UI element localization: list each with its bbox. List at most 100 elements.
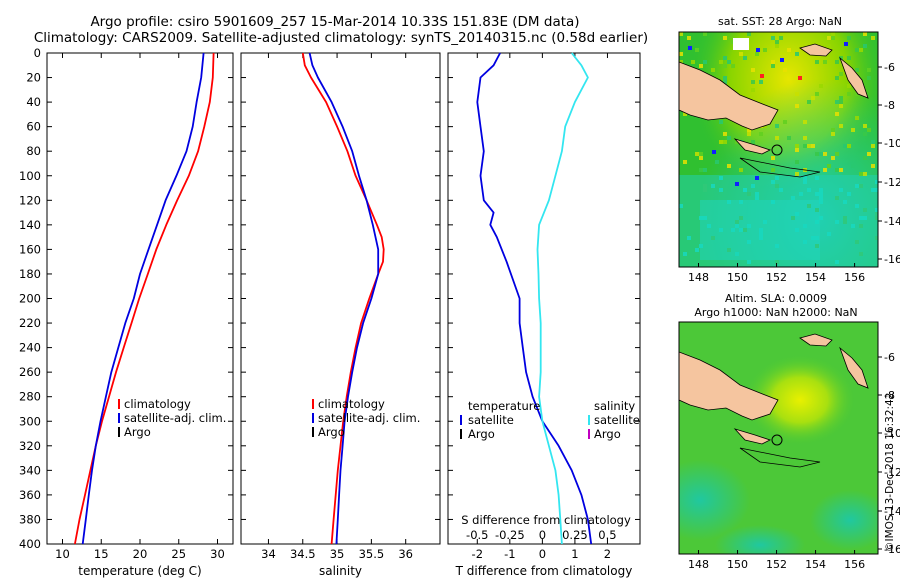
s-difference-label: S difference from climatology [461,513,631,527]
sst-pixel [815,236,819,240]
sst-pixel [819,152,823,156]
reef-outline [739,157,821,178]
sst-pixel [859,184,863,188]
sla-argo-position-marker [771,434,783,446]
sst-pixel [779,36,783,40]
sst-pixel [719,60,723,64]
sst-pixel [831,32,835,36]
map-x-tick-label: 154 [805,271,826,284]
sst-pixel [727,164,731,168]
sst-pixel [759,232,763,236]
sst-pixel [851,128,855,132]
sst-pixel [787,136,791,140]
salinity-series-1 [308,52,380,545]
x-tick-label: 10 [55,547,70,561]
sst-pixel [847,92,851,96]
s-difference-tick-label: -0.25 [495,528,525,542]
sst-pixel [839,188,843,192]
sst-pixel [855,116,859,120]
map-x-tick-label: 148 [688,558,709,571]
sst-pixel [751,184,755,188]
depth-tick-label: 160 [19,242,41,256]
sst-pixel [863,156,867,160]
sla-new-guinea-land [679,351,779,421]
sst-pixel [747,240,751,244]
sst-pixel [739,228,743,232]
sst-pixel [835,196,839,200]
missing-data-patch [733,38,749,50]
depth-tick-label: 320 [19,439,41,453]
map-y-tick-label: -6 [884,61,895,74]
sst-pixel [807,188,811,192]
sst-pixel [827,44,831,48]
map-y-tick-label: -14 [884,505,900,518]
depth-tick-label: 300 [19,414,41,428]
sst-pixel [771,168,775,172]
sst-pixel [811,96,815,100]
legend-label: satellite [468,413,514,427]
sst-pixel [747,192,751,196]
x-tick-label: 35 [330,547,345,561]
x-tick-label: 35.5 [359,547,385,561]
difference-series-0 [476,52,593,545]
sst-pixel [843,144,847,148]
sla-map-axes: 148 150 152 154 156 -6 -8 -10 -12 -14 -16 [688,351,900,571]
sst-anomaly-pixel [760,74,764,78]
sst-pixel [835,220,839,224]
x-tick-label: 0 [539,547,546,561]
sst-anomaly-pixel [755,176,759,180]
sst-pixel [679,204,683,208]
argo-position-marker [771,144,783,156]
sst-pixel [863,132,867,136]
sst-pixel [815,220,819,224]
sst-pixel [727,60,731,64]
sst-anomaly-pixel [844,42,848,46]
sst-pixel [763,220,767,224]
map-x-tick-label: 152 [766,271,787,284]
sst-pixel [855,204,859,208]
x-tick-label: 25 [171,547,186,561]
sst-pixel [819,216,823,220]
sst-pixel [839,104,843,108]
depth-tick-label: 120 [19,193,41,207]
x-tick-label: 36 [398,547,413,561]
sst-pixel [871,144,875,148]
sst-pixel [843,220,847,224]
sst-pixel [719,176,723,180]
s-difference-tick-label: 0.5 [598,528,616,542]
sst-pixel [855,92,859,96]
s-difference-tick-label: -0.5 [466,528,488,542]
sst-pixel [771,36,775,40]
sst-pixel [867,128,871,132]
sst-pixel [799,192,803,196]
s-difference-tick-label: 0 [539,528,546,542]
sst-pixel [719,120,723,124]
sst-pixel [719,228,723,232]
sst-pixel [695,152,699,156]
map-x-tick-label: 150 [727,558,748,571]
sst-pixel [819,200,823,204]
sst-pixel [711,68,715,72]
sst-pixel [743,188,747,192]
x-tick-label: 34 [261,547,276,561]
sst-pixel-noise [679,32,878,264]
sst-pixel [679,32,683,36]
sst-pixel [839,56,843,60]
sst-pixel [795,92,799,96]
sst-map [679,32,878,267]
temperature-series-1 [81,52,205,545]
sst-pixel [703,60,707,64]
map-x-tick-label: 150 [727,271,748,284]
map-x-tick-label: 152 [766,558,787,571]
map-x-tick-label: 156 [844,558,865,571]
sst-pixel [847,56,851,60]
sst-pixel [859,216,863,220]
legend-label: Argo [124,425,151,439]
legend-label: Argo [318,425,345,439]
difference-frame [447,52,641,545]
sst-pixel [835,168,839,172]
sst-pixel [871,188,875,192]
sst-pixel [839,72,843,76]
sst-pixel [827,164,831,168]
sst-pixel [775,244,779,248]
